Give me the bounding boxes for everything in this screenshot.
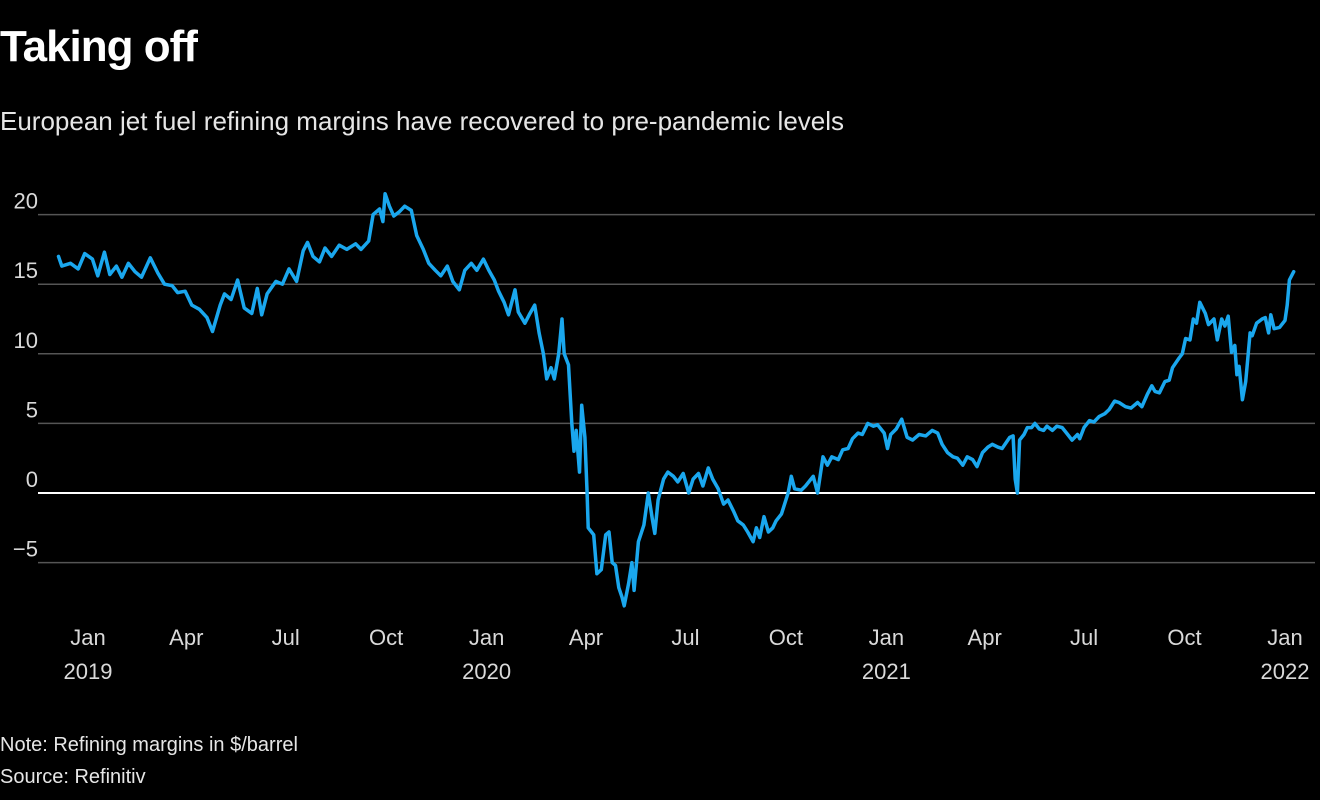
x-tick-year-label: 2020 bbox=[462, 659, 511, 684]
y-tick-label: 15 bbox=[14, 258, 38, 283]
y-tick-label: 20 bbox=[14, 189, 38, 214]
x-tick-label: Jan bbox=[1267, 625, 1302, 650]
x-tick-label: Jul bbox=[272, 625, 300, 650]
chart-title: Taking off bbox=[0, 22, 198, 71]
x-tick-label: Jul bbox=[671, 625, 699, 650]
gridlines bbox=[38, 213, 1315, 564]
x-tick-label: Jan bbox=[869, 625, 904, 650]
x-tick-year-label: 2021 bbox=[862, 659, 911, 684]
y-tick-label: 5 bbox=[26, 397, 38, 422]
x-axis-ticks: Jan 2019 Apr Jul Oct Jan 2020 Apr Jul Oct Jan 2021 A… bbox=[64, 625, 1310, 684]
refining-margin-line bbox=[56, 191, 1296, 608]
series-layer bbox=[56, 191, 1296, 608]
x-tick-label: Apr bbox=[169, 625, 203, 650]
y-tick-label: −5 bbox=[13, 537, 38, 562]
y-tick-label: 10 bbox=[14, 328, 38, 353]
x-tick-label: Jul bbox=[1070, 625, 1098, 650]
x-tick-label: Apr bbox=[968, 625, 1002, 650]
chart-note: Note: Refining margins in $/barrel bbox=[0, 734, 298, 756]
x-tick-year-label: 2019 bbox=[64, 659, 113, 684]
chart-source: Source: Refinitiv bbox=[0, 766, 146, 788]
x-tick-label: Apr bbox=[569, 625, 603, 650]
x-tick-label: Jan bbox=[469, 625, 504, 650]
x-tick-label: Oct bbox=[769, 625, 803, 650]
x-tick-label: Oct bbox=[1167, 625, 1201, 650]
x-tick-year-label: 2022 bbox=[1261, 659, 1310, 684]
data-points bbox=[58, 194, 1293, 606]
y-axis-ticks: 20 15 10 5 0 −5 bbox=[13, 189, 38, 562]
chart-subtitle: European jet fuel refining margins have … bbox=[0, 106, 845, 136]
y-tick-label: 0 bbox=[26, 467, 38, 492]
x-tick-label: Oct bbox=[369, 625, 403, 650]
x-tick-label: Jan bbox=[70, 625, 105, 650]
